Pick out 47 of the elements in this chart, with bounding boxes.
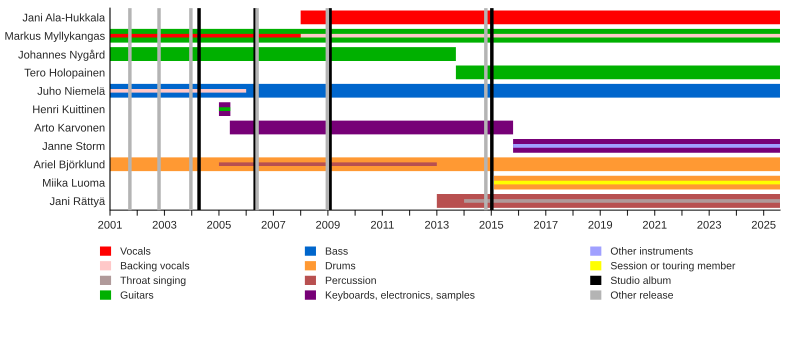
x-tick-label: 2005 — [207, 220, 231, 229]
legend-label: Studio album — [610, 276, 670, 284]
legend-label: Backing vocals — [120, 262, 190, 272]
x-tick-label: 2023 — [697, 220, 722, 229]
legend-label: Bass — [326, 247, 348, 255]
legend-label: Other release — [610, 291, 674, 299]
legend-label: Percussion — [326, 276, 376, 284]
legend-label: Vocals — [120, 247, 150, 255]
bar — [218, 162, 437, 166]
bar — [464, 199, 780, 203]
x-tick-label: 2001 — [98, 220, 122, 229]
y-tick-label: Jani Ala-Hukkala — [22, 13, 106, 22]
y-tick-label: Jani Rättyä — [50, 196, 106, 208]
y-tick-label: Henri Kuittinen — [33, 105, 104, 114]
bar — [218, 107, 230, 111]
legend-label: Guitars — [120, 291, 154, 299]
legend-label: Keyboards, electronics, samples — [326, 291, 475, 301]
legend-label: Drums — [326, 262, 356, 270]
y-tick-label: Juho Niemelä — [37, 86, 106, 95]
x-tick-label: 2019 — [588, 220, 612, 229]
y-tick-label: Johannes Nygård — [18, 50, 104, 61]
bar — [230, 120, 514, 134]
x-tick-label: 2017 — [534, 220, 558, 229]
bar — [110, 84, 780, 98]
x-tick-label: 2025 — [752, 220, 776, 229]
x-tick-label: 2007 — [262, 220, 286, 229]
bar — [300, 34, 780, 38]
bar — [300, 10, 780, 24]
bar — [513, 144, 780, 148]
x-tick-label: 2013 — [425, 220, 449, 229]
x-tick-label: 2003 — [152, 220, 176, 229]
x-tick-label: 2015 — [480, 220, 504, 229]
bar — [110, 47, 456, 61]
y-tick-label: Tero Holopainen — [24, 68, 104, 79]
y-tick-label: Ariel Björklund — [34, 160, 104, 171]
bar — [456, 66, 780, 80]
x-tick-label: 2009 — [316, 220, 340, 229]
legend-label: Other instruments — [610, 247, 693, 255]
y-tick-label: Arto Karvonen — [34, 124, 104, 132]
y-tick-label: Miika Luoma — [43, 178, 106, 187]
legend-label: Session or touring member — [610, 262, 736, 272]
y-tick-label: Janne Storm — [42, 142, 104, 150]
bar — [494, 180, 780, 184]
y-tick-label: Markus Myllykangas — [5, 32, 105, 42]
x-tick-label: 2021 — [642, 220, 667, 229]
x-tick-label: 2011 — [370, 220, 394, 229]
legend-label: Throat singing — [120, 276, 186, 286]
